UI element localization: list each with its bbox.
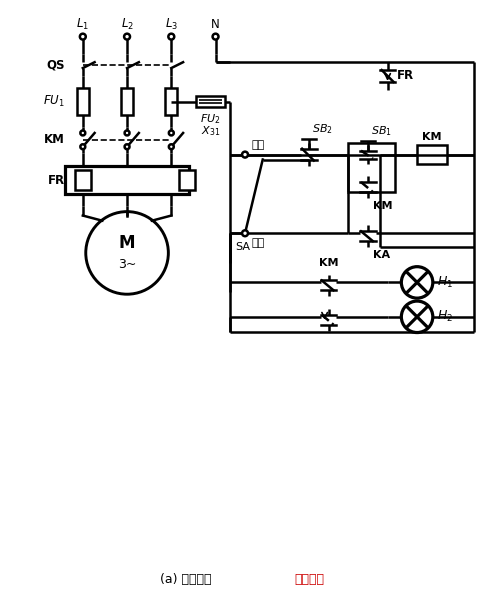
Text: $L_3$: $L_3$ xyxy=(165,17,178,32)
Text: 控制电路: 控制电路 xyxy=(294,573,324,586)
Text: N: N xyxy=(211,18,220,31)
Text: KM: KM xyxy=(373,201,392,211)
Text: $L_2$: $L_2$ xyxy=(121,17,133,32)
Circle shape xyxy=(242,152,248,157)
Circle shape xyxy=(242,230,248,236)
Text: SA: SA xyxy=(236,242,250,252)
Text: QS: QS xyxy=(46,59,65,72)
Circle shape xyxy=(124,34,130,40)
Circle shape xyxy=(401,267,433,298)
Text: $X_{31}$: $X_{31}$ xyxy=(201,124,220,138)
Text: FR: FR xyxy=(48,174,65,187)
Circle shape xyxy=(124,144,129,149)
Circle shape xyxy=(212,34,218,40)
Circle shape xyxy=(168,34,174,40)
Text: (a) 主电路及: (a) 主电路及 xyxy=(160,573,212,586)
Bar xyxy=(348,143,396,192)
Text: 手动: 手动 xyxy=(252,140,265,150)
Circle shape xyxy=(169,130,174,135)
Text: KM: KM xyxy=(319,258,338,267)
Bar xyxy=(196,95,225,108)
Text: $SB_2$: $SB_2$ xyxy=(312,122,333,136)
Circle shape xyxy=(80,34,86,40)
Circle shape xyxy=(401,301,433,332)
Text: 3~: 3~ xyxy=(118,258,136,271)
Text: $SB_1$: $SB_1$ xyxy=(371,124,392,138)
Circle shape xyxy=(86,212,168,294)
Text: 自动: 自动 xyxy=(252,238,265,248)
Bar xyxy=(77,88,89,115)
Text: KA: KA xyxy=(373,250,390,260)
Text: $L_1$: $L_1$ xyxy=(76,17,89,32)
Bar xyxy=(121,88,133,115)
Text: $H_1$: $H_1$ xyxy=(437,275,453,290)
Bar xyxy=(179,170,195,190)
Text: $FU_1$: $FU_1$ xyxy=(43,94,65,109)
Text: KM: KM xyxy=(44,133,65,146)
Text: M: M xyxy=(119,234,135,252)
Circle shape xyxy=(124,130,129,135)
Circle shape xyxy=(169,144,174,149)
Text: KM: KM xyxy=(422,132,442,142)
Bar xyxy=(165,88,177,115)
Text: FR: FR xyxy=(397,69,414,83)
Bar xyxy=(417,145,447,165)
Circle shape xyxy=(81,130,85,135)
Circle shape xyxy=(81,144,85,149)
Text: $H_2$: $H_2$ xyxy=(437,309,453,324)
Text: $FU_2$: $FU_2$ xyxy=(200,113,221,126)
Bar xyxy=(65,166,189,194)
Bar xyxy=(75,170,91,190)
